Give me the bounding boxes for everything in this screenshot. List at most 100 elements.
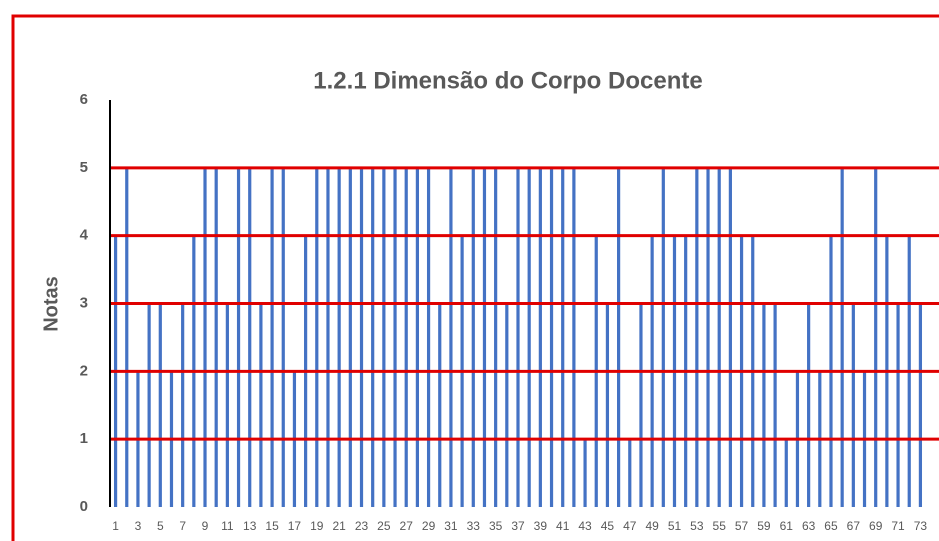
x-tick-label: 37 — [511, 519, 525, 533]
x-tick-label: 41 — [556, 519, 570, 533]
x-tick-label: 39 — [534, 519, 548, 533]
bar — [762, 303, 766, 507]
bar — [717, 167, 721, 508]
bar — [404, 167, 408, 508]
bar — [359, 167, 364, 508]
bar — [773, 303, 777, 507]
x-tick-label: 31 — [444, 519, 458, 533]
y-tick-label: 5 — [80, 159, 88, 176]
y-tick-label: 4 — [80, 227, 89, 244]
bar — [259, 303, 263, 507]
x-tick-label: 21 — [332, 519, 346, 533]
x-tick-label: 59 — [757, 519, 771, 533]
y-tick-label: 1 — [80, 430, 88, 447]
x-tick-label: 27 — [400, 519, 414, 533]
y-tick-label: 0 — [80, 498, 88, 515]
bar — [840, 167, 844, 508]
bar — [896, 303, 900, 507]
chart-frame — [11, 14, 939, 541]
x-tick-label: 47 — [623, 519, 637, 533]
x-tick-label: 69 — [869, 519, 883, 533]
bar — [158, 303, 162, 507]
y-tick-label: 6 — [80, 91, 88, 108]
bar — [382, 167, 386, 508]
bar — [315, 167, 319, 508]
bar — [214, 167, 218, 508]
bar — [415, 167, 419, 508]
bar — [482, 167, 487, 508]
bar — [874, 167, 878, 508]
y-tick-label: 3 — [80, 294, 88, 311]
bar — [326, 167, 330, 508]
x-tick-label: 19 — [310, 519, 324, 533]
bar — [494, 167, 498, 508]
chart-title: 1.2.1 Dimensão do Corpo Docente — [313, 67, 702, 94]
y-axis-label: Notas — [40, 276, 62, 332]
bar — [807, 303, 811, 507]
x-tick-label: 63 — [802, 519, 816, 533]
bar — [471, 167, 475, 508]
bar — [371, 167, 375, 508]
bar — [248, 167, 252, 508]
x-tick-label: 7 — [179, 519, 186, 533]
x-tick-label: 55 — [713, 519, 727, 533]
bar — [583, 439, 587, 507]
bar — [706, 167, 710, 508]
bar — [538, 167, 542, 508]
bar — [605, 303, 610, 507]
bar — [348, 167, 352, 508]
x-tick-label: 15 — [265, 519, 279, 533]
x-tick-label: 35 — [489, 519, 503, 533]
x-tick-label: 65 — [824, 519, 838, 533]
x-tick-label: 53 — [690, 519, 704, 533]
x-tick-label: 13 — [243, 519, 257, 533]
bar — [561, 167, 565, 508]
bar — [505, 303, 509, 507]
bar — [572, 167, 576, 508]
bar — [270, 167, 274, 508]
bar — [918, 303, 923, 507]
x-tick-label: 9 — [202, 519, 209, 533]
x-tick-label: 67 — [847, 519, 861, 533]
x-tick-label: 33 — [467, 519, 481, 533]
x-tick-label: 61 — [780, 519, 794, 533]
x-tick-label: 17 — [288, 519, 302, 533]
x-tick-label: 51 — [668, 519, 682, 533]
bar — [784, 439, 788, 507]
bar — [549, 167, 554, 508]
bar — [181, 303, 185, 507]
x-tick-label: 49 — [645, 519, 659, 533]
x-tick-label: 23 — [355, 519, 369, 533]
bar — [661, 167, 665, 508]
x-tick-label: 73 — [914, 519, 928, 533]
bar — [147, 303, 151, 507]
bar — [337, 167, 341, 508]
bar — [639, 303, 643, 507]
x-tick-label: 3 — [135, 519, 142, 533]
x-tick-label: 5 — [157, 519, 164, 533]
x-tick-label: 11 — [221, 519, 234, 533]
bar — [203, 167, 207, 508]
bar — [527, 167, 531, 508]
x-tick-label: 45 — [601, 519, 615, 533]
bar — [393, 167, 397, 508]
bar — [426, 167, 431, 508]
bar — [617, 167, 621, 508]
x-tick-label: 1 — [112, 519, 119, 533]
x-tick-label: 29 — [422, 519, 436, 533]
bar — [628, 439, 632, 507]
bar — [125, 167, 129, 508]
x-tick-label: 43 — [578, 519, 592, 533]
y-tick-label: 2 — [80, 362, 88, 379]
bar — [281, 167, 285, 508]
bar — [236, 167, 241, 508]
bar — [851, 303, 855, 507]
bar — [728, 167, 732, 508]
bar — [695, 167, 699, 508]
bar — [225, 303, 229, 507]
bar — [449, 167, 453, 508]
x-tick-label: 57 — [735, 519, 749, 533]
bar — [438, 303, 442, 507]
x-tick-label: 25 — [377, 519, 391, 533]
